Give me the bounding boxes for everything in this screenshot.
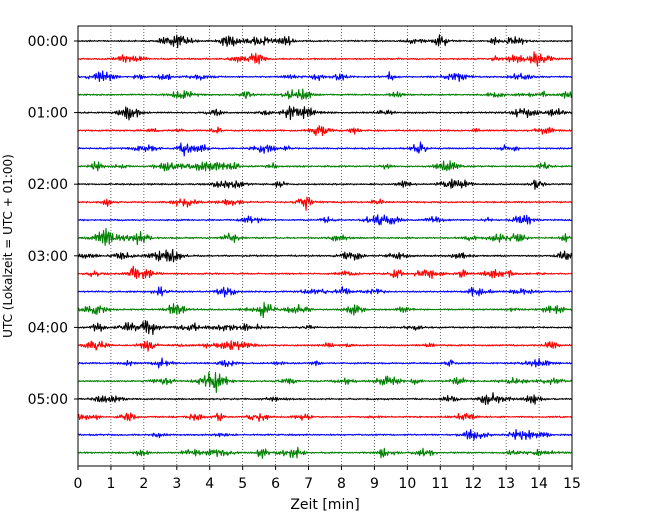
x-tick-label: 11: [431, 476, 449, 492]
seismic-trace: [77, 88, 573, 100]
y-tick-label: 04:00: [28, 320, 68, 336]
seismic-trace: [77, 428, 573, 441]
y-tick-label: 02:00: [28, 177, 68, 193]
seismic-trace: [77, 51, 573, 67]
seismic-trace: [77, 196, 573, 211]
x-tick-label: 3: [172, 476, 181, 492]
seismic-trace: [77, 178, 573, 190]
seismic-trace: [77, 446, 573, 459]
x-tick-label: 1: [106, 476, 115, 492]
seismic-trace: [77, 392, 573, 405]
seismic-trace: [77, 320, 573, 336]
seismic-trace: [77, 357, 573, 369]
seismic-trace: [77, 70, 573, 83]
seismic-trace: [77, 125, 573, 137]
seismic-trace: [77, 105, 573, 121]
grid-lines: [110, 26, 540, 466]
y-axis-label: UTC (Lokalzeit = UTC + 01:00): [1, 154, 15, 338]
x-axis: 0 1 2 3 4 5 6 7 8 9 10 11 12 13 14 15: [74, 466, 581, 492]
seismic-trace: [77, 34, 573, 49]
seismic-trace: [77, 412, 573, 423]
seismic-trace: [77, 286, 573, 298]
seismic-trace: [77, 248, 573, 263]
seismic-trace: [77, 340, 573, 352]
seismic-trace: [77, 265, 573, 280]
x-tick-label: 0: [74, 476, 83, 492]
y-axis: 00:00 01:00 02:00 03:00 04:00 05:00: [28, 34, 78, 408]
x-tick-label: 13: [497, 476, 515, 492]
seismic-trace: [77, 371, 573, 394]
x-tick-label: 14: [530, 476, 548, 492]
x-tick-label: 4: [205, 476, 214, 492]
y-tick-label: 05:00: [28, 392, 68, 408]
y-tick-label: 01:00: [28, 106, 68, 122]
x-tick-label: 10: [398, 476, 416, 492]
seismic-trace: [78, 214, 573, 226]
x-axis-label: Zeit [min]: [290, 497, 359, 513]
y-tick-label: 00:00: [28, 34, 68, 50]
x-tick-label: 9: [370, 476, 379, 492]
x-tick-label: 5: [238, 476, 247, 492]
x-tick-label: 12: [464, 476, 482, 492]
x-tick-label: 8: [337, 476, 346, 492]
trace-group: [77, 34, 573, 459]
x-tick-label: 6: [271, 476, 280, 492]
plot-frame: [77, 25, 573, 467]
seismic-trace: [77, 227, 573, 246]
x-tick-label: 15: [563, 476, 581, 492]
seismic-trace: [77, 301, 573, 319]
x-tick-label: 2: [139, 476, 148, 492]
seismic-trace: [77, 160, 573, 172]
seismic-trace: [77, 141, 573, 157]
y-tick-label: 03:00: [28, 249, 68, 265]
x-tick-label: 7: [304, 476, 313, 492]
